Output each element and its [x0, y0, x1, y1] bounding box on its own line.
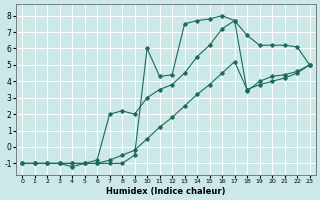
X-axis label: Humidex (Indice chaleur): Humidex (Indice chaleur): [106, 187, 226, 196]
